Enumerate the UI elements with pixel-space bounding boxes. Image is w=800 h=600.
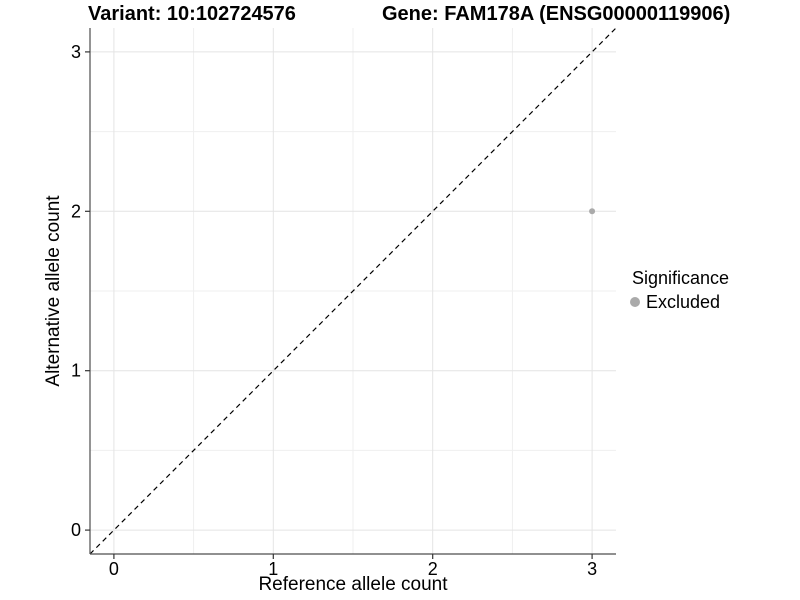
identity-line [89,27,617,555]
x-tick-label: 3 [587,559,597,579]
x-axis-title: Reference allele count [258,574,448,595]
x-tick-label: 2 [428,559,438,579]
data-point [589,208,596,215]
legend-item-excluded: Excluded [630,291,729,313]
y-tick-label: 3 [71,42,81,62]
x-tick-label: 0 [109,559,119,579]
variant-title: Variant: 10:102724576 [88,3,296,25]
y-tick-label: 0 [71,520,81,540]
x-tick-label: 1 [268,559,278,579]
gene-title: Gene: FAM178A (ENSG00000119906) [382,3,731,25]
y-tick-label: 2 [71,201,81,221]
legend-item-label: Excluded [646,292,721,312]
y-tick-label: 1 [71,361,81,381]
legend-title: Significance [632,268,730,288]
excluded-point-icon [630,297,640,307]
legend: Significance Excluded [630,266,729,313]
y-axis-title: Alternative allele count [43,195,64,387]
